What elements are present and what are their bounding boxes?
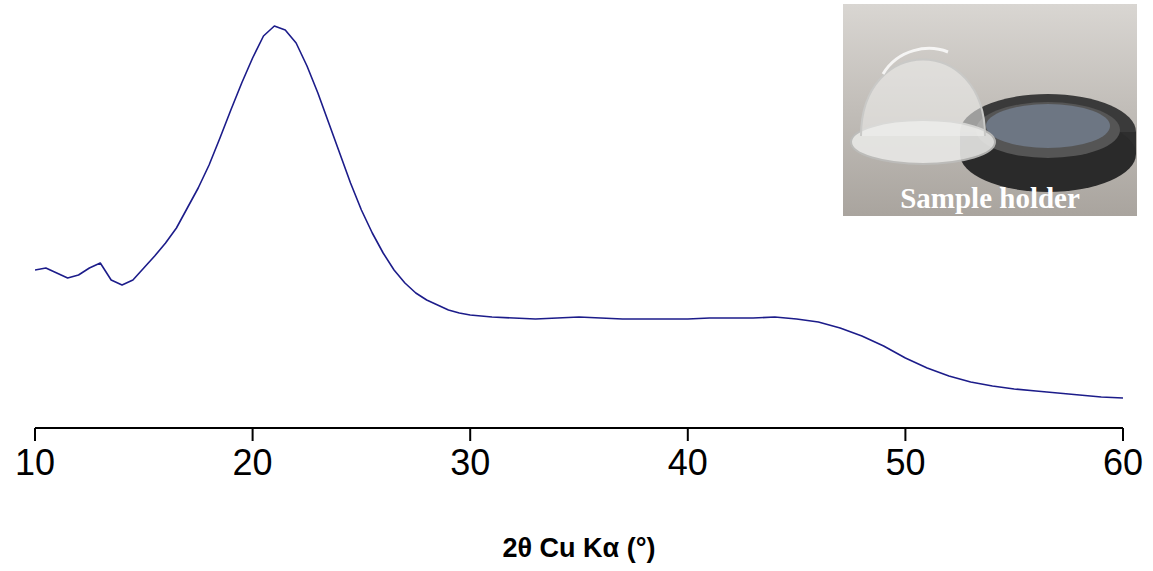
x-tick	[34, 428, 36, 441]
xrd-line	[35, 26, 1123, 398]
x-axis	[35, 427, 1123, 429]
x-tick-label: 40	[668, 442, 708, 483]
x-tick-label: 60	[1103, 442, 1143, 483]
x-tick	[252, 428, 254, 441]
x-tick	[1122, 428, 1124, 441]
inset-photo	[843, 4, 1137, 216]
x-tick-label: 50	[885, 442, 925, 483]
x-tick	[687, 428, 689, 441]
x-tick	[904, 428, 906, 441]
x-tick-label: 30	[450, 442, 490, 483]
inset-label: Sample holder	[900, 182, 1080, 214]
x-tick	[469, 428, 471, 441]
plot-area	[35, 26, 1123, 398]
x-axis-title: 2θ Cu Kα (°)	[503, 533, 656, 563]
chart: 10 20 30 40 50 60 2θ Cu Kα (°) Sample holder	[0, 0, 1153, 571]
x-tick-label: 20	[233, 442, 273, 483]
x-tick-label: 10	[15, 442, 55, 483]
